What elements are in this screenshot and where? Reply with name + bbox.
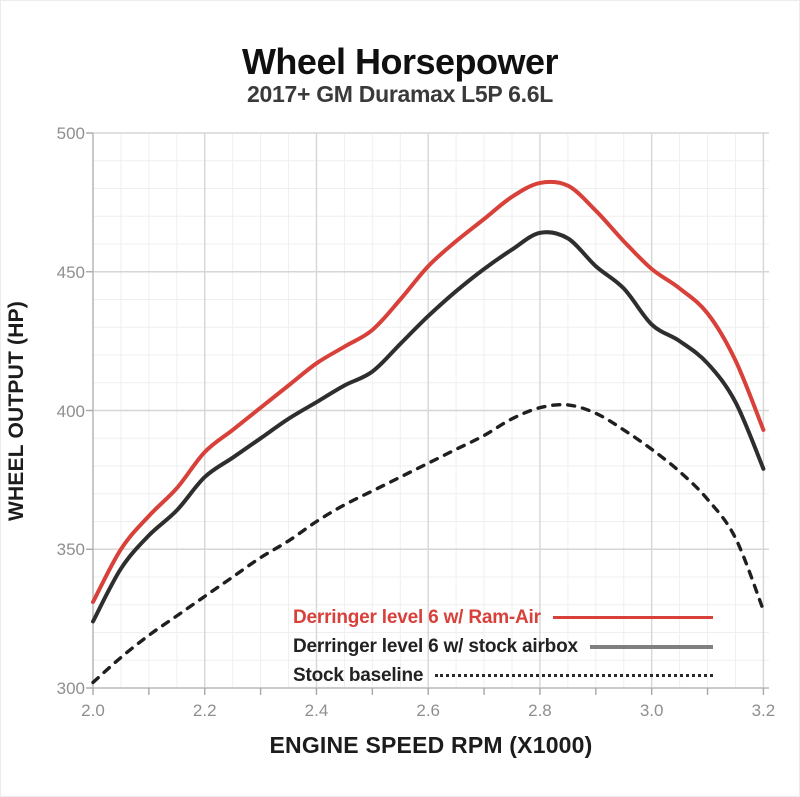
legend-line-sample — [589, 644, 713, 649]
y-tick-label: 400 — [56, 401, 85, 421]
axis-tick-marks — [86, 132, 765, 695]
series-curve-2 — [91, 402, 766, 685]
legend-label: Derringer level 6 w/ Ram-Air — [293, 606, 541, 628]
legend-item: Stock baseline — [293, 661, 713, 690]
x-tick-label: 2.0 — [81, 701, 105, 720]
y-tick-label: 350 — [56, 540, 85, 560]
x-tick-label: 3.2 — [751, 701, 776, 720]
chart-title: Wheel Horsepower — [241, 41, 559, 82]
y-tick-label: 450 — [56, 262, 85, 282]
legend-label: Stock baseline — [293, 664, 424, 686]
x-tick-label: 2.6 — [416, 701, 441, 720]
legend-line-sample — [435, 674, 713, 677]
legend-item: Derringer level 6 w/ Ram-Air — [293, 603, 713, 632]
chart-legend: Derringer level 6 w/ Ram-Air Derringer le… — [293, 603, 713, 690]
y-tick-label: 500 — [56, 124, 85, 143]
x-axis-label: ENGINE SPEED RPM (X1000) — [269, 732, 593, 758]
legend-line-sample — [552, 616, 713, 619]
x-tick-label: 2.4 — [304, 701, 329, 720]
y-tick-label: 300 — [56, 679, 85, 698]
x-tick-label: 2.2 — [192, 701, 217, 720]
x-tick-label: 2.8 — [528, 701, 552, 720]
chart-subtitle: 2017+ GM Duramax L5P 6.6L — [247, 81, 553, 107]
x-tick-label: 3.0 — [639, 701, 664, 720]
legend-label: Derringer level 6 w/ stock airbox — [293, 635, 578, 657]
y-axis-label: WHEEL OUTPUT (HP) — [5, 301, 28, 522]
series-curve-1 — [91, 230, 766, 624]
legend-item: Derringer level 6 w/ stock airbox — [293, 632, 713, 661]
series-curve-0 — [91, 179, 766, 604]
